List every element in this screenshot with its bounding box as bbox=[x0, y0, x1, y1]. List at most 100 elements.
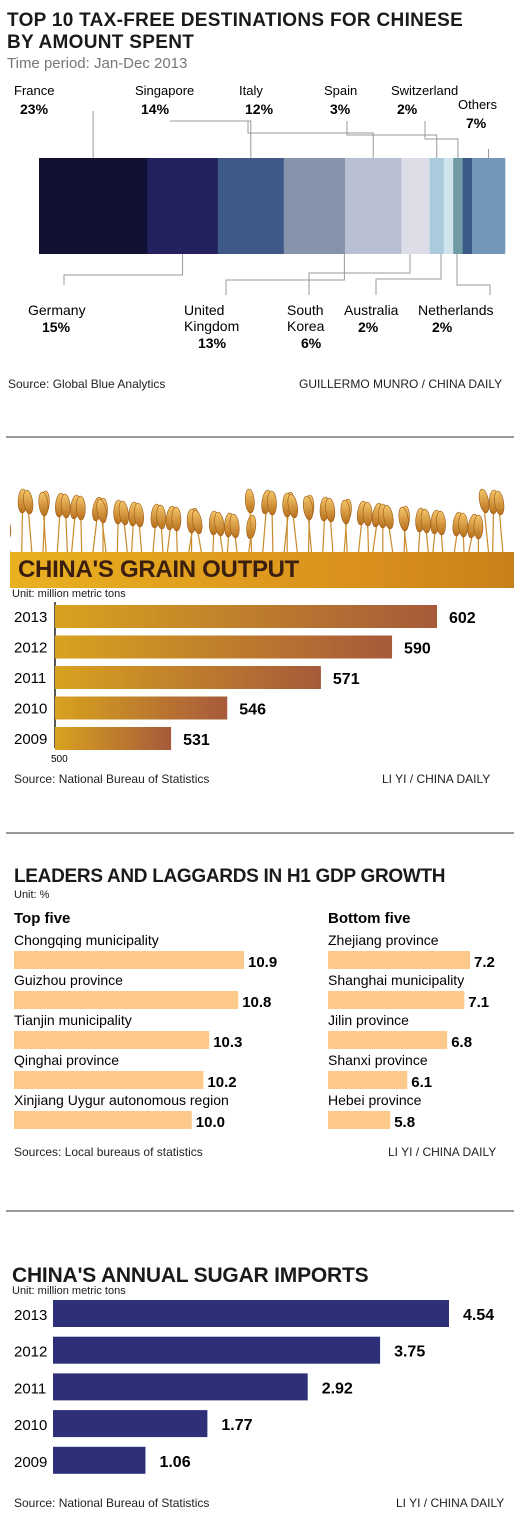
stack-segment bbox=[217, 158, 285, 254]
bar-value-label: 3.75 bbox=[394, 1344, 425, 1361]
section-divider bbox=[6, 436, 514, 438]
wheat-stalk bbox=[101, 516, 108, 558]
category-label: 2009 bbox=[14, 731, 47, 748]
bar bbox=[55, 605, 437, 628]
wheat-ear bbox=[267, 490, 277, 516]
region-label: Zhejiang province bbox=[328, 932, 439, 948]
bar bbox=[53, 1446, 146, 1474]
wheat-ear bbox=[192, 509, 203, 535]
segment-value-label: 6% bbox=[301, 335, 322, 351]
wheat-stalk bbox=[492, 507, 495, 558]
stack-segment bbox=[453, 158, 463, 254]
segment-value-label: 23% bbox=[20, 101, 49, 117]
segment-label-line: United bbox=[184, 302, 224, 318]
wheat-stalk bbox=[42, 509, 47, 558]
region-label: Qinghai province bbox=[14, 1052, 119, 1068]
wheat-stalk bbox=[65, 511, 69, 558]
wheat-stalk bbox=[292, 511, 299, 558]
category-label: 2012 bbox=[14, 1344, 47, 1361]
bar-value-label: 5.8 bbox=[394, 1114, 415, 1131]
grain-credit: LI YI / CHINA DAILY bbox=[382, 772, 491, 786]
segment-label: Switzerland bbox=[391, 83, 458, 98]
tax-free-title-line1: TOP 10 TAX-FREE DESTINATIONS FOR CHINESE bbox=[7, 10, 464, 31]
wheat-ear bbox=[325, 497, 336, 523]
wheat-ear bbox=[473, 514, 484, 540]
segment-label-line: Others bbox=[458, 97, 498, 112]
segment-label-line: Australia bbox=[344, 302, 399, 318]
segment-value-label: 2% bbox=[397, 101, 418, 117]
grain-unit: Unit: million metric tons bbox=[12, 588, 126, 600]
wheat-stalk bbox=[261, 507, 267, 558]
segment-value-label: 12% bbox=[245, 101, 274, 117]
bar bbox=[53, 1300, 449, 1327]
wheat-stalk bbox=[56, 510, 61, 558]
segment-label-line: Netherlands bbox=[418, 302, 494, 318]
leader-line bbox=[375, 254, 442, 295]
bar-value-label: 10.2 bbox=[207, 1074, 236, 1091]
segment-label: Singapore bbox=[135, 83, 194, 98]
category-label: 2011 bbox=[14, 670, 46, 687]
bar-value-label: 602 bbox=[449, 610, 476, 627]
wheat-stalk bbox=[498, 508, 504, 558]
segment-label: Spain bbox=[324, 83, 357, 98]
segment-value-label: 2% bbox=[358, 319, 379, 335]
region-label: Chongqing municipality bbox=[14, 932, 159, 948]
wheat-stalk bbox=[27, 507, 33, 558]
stack-segment bbox=[147, 158, 219, 254]
bar-value-label: 1.06 bbox=[159, 1454, 190, 1471]
wheat-stalk bbox=[249, 506, 253, 558]
gdp-unit: Unit: % bbox=[14, 889, 50, 901]
column-header: Bottom five bbox=[328, 910, 411, 927]
region-label: Hebei province bbox=[328, 1092, 422, 1108]
wheat-stalk bbox=[371, 520, 378, 558]
wheat-stalk bbox=[116, 517, 119, 558]
wheat-stalk bbox=[322, 514, 326, 558]
segment-value-label: 7% bbox=[466, 115, 487, 131]
sugar-bar-chart: 2013 4.54 2012 3.75 2011 2.92 2010 1.77 2009 1.06 bbox=[14, 1300, 494, 1474]
segment-label: Italy bbox=[239, 83, 263, 98]
segment-label: Germany bbox=[28, 302, 86, 318]
wheat-ear bbox=[38, 491, 49, 517]
wheat-stalk bbox=[357, 518, 363, 558]
grain-bar-chart: 2013 602 2012 590 2011 571 2010 546 2009 531 500 bbox=[14, 602, 476, 765]
bar bbox=[328, 1071, 408, 1089]
segment-label: France bbox=[14, 83, 54, 98]
column-header: Top five bbox=[14, 910, 70, 927]
sugar-title: CHINA'S ANNUAL SUGAR IMPORTS bbox=[12, 1264, 369, 1287]
axis-min-label: 500 bbox=[51, 754, 68, 765]
stack-segment bbox=[39, 158, 148, 254]
bar-value-label: 7.2 bbox=[474, 954, 495, 971]
wheat-ear bbox=[398, 506, 409, 532]
wheat-stalk bbox=[21, 506, 24, 558]
bar bbox=[328, 991, 465, 1009]
wheat-ear bbox=[156, 504, 167, 530]
bar-value-label: 546 bbox=[239, 702, 266, 719]
wheat-ear bbox=[436, 510, 446, 536]
category-label: 2010 bbox=[14, 701, 47, 718]
leader-line bbox=[346, 121, 438, 158]
stack-segment bbox=[429, 158, 445, 254]
bar-value-label: 4.54 bbox=[463, 1307, 494, 1324]
bar-value-label: 7.1 bbox=[468, 994, 489, 1011]
category-label: 2013 bbox=[14, 609, 47, 626]
region-label: Shanxi province bbox=[328, 1052, 428, 1068]
wheat-illustration bbox=[10, 488, 505, 558]
wheat-ear bbox=[420, 508, 431, 534]
bar-value-label: 531 bbox=[183, 732, 210, 749]
section-divider bbox=[6, 832, 514, 834]
segment-label: Others bbox=[458, 97, 498, 112]
region-label: Jilin province bbox=[328, 1012, 409, 1028]
segment-value-label: 2% bbox=[432, 319, 453, 335]
category-label: 2011 bbox=[14, 1380, 46, 1397]
leader-line bbox=[225, 254, 345, 295]
bar-value-label: 6.1 bbox=[411, 1074, 432, 1091]
bar bbox=[53, 1336, 381, 1364]
bar bbox=[55, 727, 172, 750]
wheat-ear bbox=[75, 495, 86, 521]
wheat-ear bbox=[287, 493, 298, 519]
wheat-ear bbox=[134, 502, 144, 528]
gdp-title: LEADERS AND LAGGARDS IN H1 GDP GROWTH bbox=[14, 866, 446, 887]
category-label: 2009 bbox=[14, 1454, 47, 1471]
region-label: Tianjin municipality bbox=[14, 1012, 132, 1028]
bar bbox=[14, 1071, 204, 1089]
